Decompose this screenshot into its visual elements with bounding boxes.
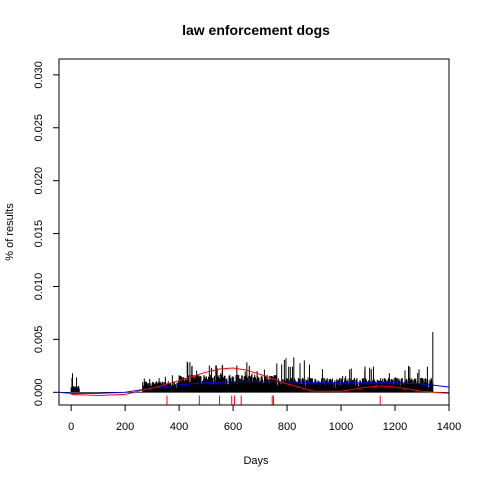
x-tick-label: 800 [278, 421, 296, 433]
x-tick-label: 1000 [329, 421, 353, 433]
smooth-line-red [71, 367, 450, 396]
y-tick-label: 0.015 [33, 220, 45, 248]
y-tick-label: 0.010 [33, 273, 45, 301]
y-tick-label: 0.030 [33, 61, 45, 89]
y-tick-label: 0.000 [33, 379, 45, 407]
plot-frame [58, 58, 450, 406]
y-tick-label: 0.020 [33, 167, 45, 195]
x-tick-label: 600 [224, 421, 242, 433]
x-tick-label: 400 [170, 421, 188, 433]
x-tick-label: 0 [68, 421, 74, 433]
plot-area: 0 200 400 600 800 1000 1200 1400 0.000 0.005 0.010… [33, 58, 461, 433]
chart-title: law enforcement dogs [182, 22, 330, 38]
y-tick-label: 0.005 [33, 326, 45, 354]
smooth-line-blue [58, 381, 450, 394]
y-tick-label: 0.025 [33, 114, 45, 142]
x-tick-label: 1400 [437, 421, 461, 433]
x-axis-label: Days [243, 455, 269, 467]
x-tick-label: 200 [116, 421, 134, 433]
x-tick-label: 1200 [383, 421, 407, 433]
y-axis-label: % of results [4, 203, 16, 261]
